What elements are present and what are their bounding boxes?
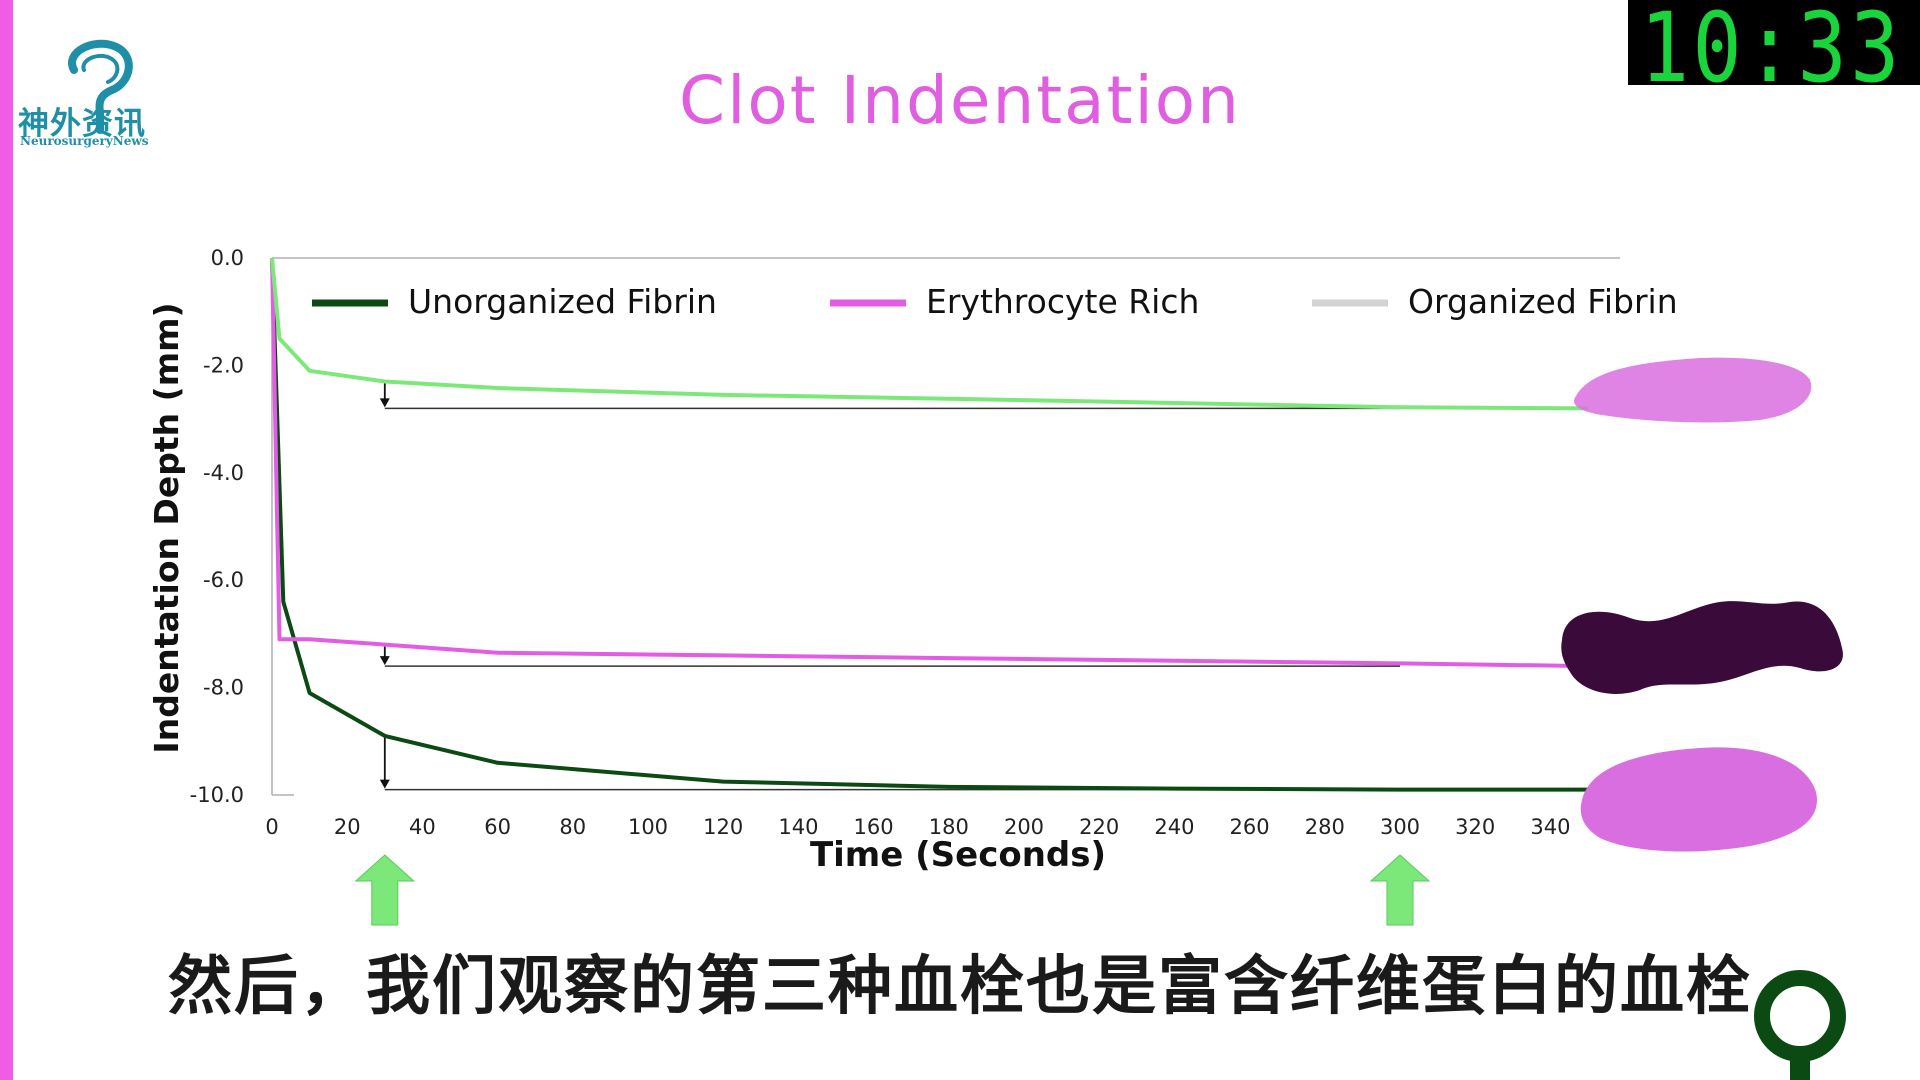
y-tick-label: 0.0 [211,246,244,270]
erythrocyte-rich-clot-image [1561,601,1843,694]
drop-arrow-head [379,398,390,408]
x-axis-label: Time (Seconds) [810,835,1106,875]
series-line-unorganized-fibrin [270,257,1588,792]
y-tick-label: -8.0 [203,676,244,700]
x-tick-label: 200 [1004,815,1044,839]
up-arrow-marker [354,854,416,926]
x-tick-label: 20 [334,815,361,839]
y-tick-label: -2.0 [203,353,244,377]
left-accent-bar [0,0,13,1080]
x-tick-label: 320 [1455,815,1495,839]
legend-label: Unorganized Fibrin [408,282,717,321]
y-tick-label: -10.0 [190,783,244,807]
y-tick-label: -4.0 [203,461,244,485]
x-tick-label: 260 [1230,815,1270,839]
x-tick-label: 300 [1380,815,1420,839]
logo-subname: NeurosurgeryNews [20,134,149,148]
timer-digits: 10:33 [1640,0,1903,104]
x-tick-label: 280 [1305,815,1345,839]
slide-title: Clot Indentation [678,62,1242,139]
drop-arrow-head [379,656,390,666]
legend-label: Organized Fibrin [1408,282,1678,321]
video-subtitle: 然后，我们观察的第三种血栓也是富含纤维蛋白的血栓 [167,949,1752,1025]
x-tick-label: 80 [559,815,586,839]
x-tick-label: 340 [1530,815,1570,839]
logo-name: 神外资讯 [18,106,146,142]
x-tick-label: 220 [1079,815,1119,839]
series-line-erythrocyte-rich [270,257,1589,669]
organized-fibrin-clot-image [1574,357,1812,423]
x-tick-label: 120 [703,815,743,839]
y-axis-label: Indentation Depth (mm) [147,302,186,753]
unorganized-fibrin-clot-image [1580,747,1817,852]
legend-label: Erythrocyte Rich [926,282,1199,321]
x-tick-label: 60 [484,815,511,839]
x-tick-label: 40 [409,815,436,839]
x-tick-label: 180 [929,815,969,839]
x-tick-label: 240 [1154,815,1194,839]
drop-arrow-head [379,779,390,789]
key-icon [1754,970,1846,1080]
brain-question-logo-icon [68,39,133,134]
series-line-organized-fibrin [270,257,1589,411]
x-tick-label: 100 [628,815,668,839]
x-tick-label: 140 [778,815,818,839]
y-tick-label: -6.0 [203,568,244,592]
x-tick-label: 0 [265,815,278,839]
timer-display-panel [1628,0,1920,85]
x-tick-label: 160 [854,815,894,839]
up-arrow-marker [1369,854,1431,926]
